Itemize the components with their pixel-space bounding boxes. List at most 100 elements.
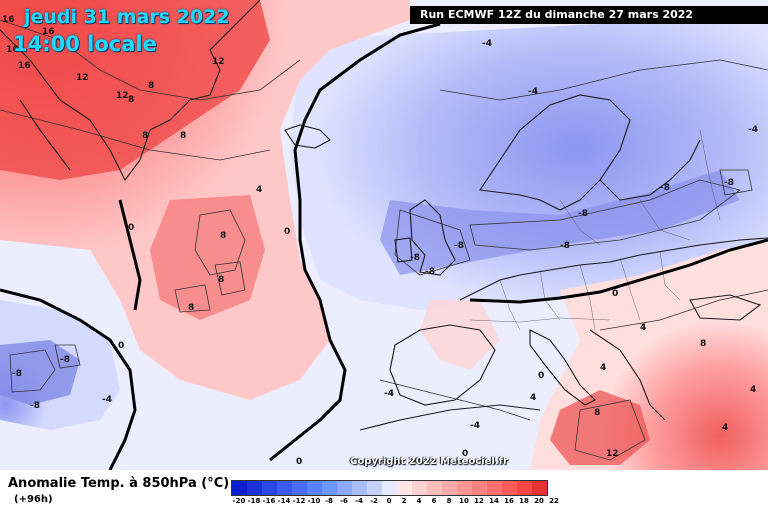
- forecast-date: jeudi 31 mars 2022: [24, 6, 230, 28]
- legend-tick-label: -20: [232, 497, 246, 505]
- contour-label: 12: [212, 57, 225, 67]
- legend-tick-label: 4: [416, 497, 422, 505]
- legend-swatch: [307, 481, 322, 495]
- forecast-time: 14:00 locale: [13, 32, 157, 56]
- contour-label: 0: [128, 223, 134, 233]
- contour-label: 16: [2, 15, 15, 25]
- legend-tick-label: 8: [446, 497, 452, 505]
- anomaly-contours: [0, 19, 768, 461]
- legend-swatch: [277, 481, 292, 495]
- legend-swatch: [397, 481, 412, 495]
- legend-tick-label: -16: [262, 497, 276, 505]
- contour-label: 8: [142, 131, 148, 141]
- lead-time: (+96h): [14, 494, 53, 505]
- contour-label: 4: [750, 385, 756, 395]
- contour-label: 0: [538, 371, 544, 381]
- model-run-info: Run ECMWF 12Z du dimanche 27 mars 2022: [410, 6, 768, 24]
- legend-tick-label: 18: [519, 497, 529, 505]
- country-borders: [469, 129, 721, 331]
- zero-contour-southwest: [0, 288, 137, 470]
- contour-label: 16: [6, 45, 19, 55]
- contour-label: -4: [470, 421, 480, 431]
- legend-swatch: [487, 481, 502, 495]
- legend-swatch: [322, 481, 337, 495]
- legend-tick-label: 0: [386, 497, 392, 505]
- legend-tick-label: -18: [247, 497, 261, 505]
- warm-core-greenland: [0, 0, 270, 180]
- legend-tick-label: 16: [504, 497, 514, 505]
- legend-swatch: [502, 481, 517, 495]
- warm-anomaly-iberia-strip: [420, 300, 500, 370]
- contour-label: -8: [410, 253, 420, 263]
- contour-label: -8: [60, 355, 70, 365]
- contour-label: -8: [578, 209, 588, 219]
- contour-label: 12: [116, 91, 129, 101]
- legend-swatch: [367, 481, 382, 495]
- cold-core-atlantic-sw: [0, 340, 80, 405]
- contour-label: -4: [528, 87, 538, 97]
- legend-swatch: [472, 481, 487, 495]
- contour-label: -8: [30, 401, 40, 411]
- legend-tick-label: 20: [534, 497, 544, 505]
- legend-swatch: [247, 481, 262, 495]
- contour-label: -4: [748, 125, 758, 135]
- contour-labels: 16 16 16 16 12 12 12 8 8 8 8 4 0 0 0 8 8…: [2, 15, 758, 467]
- legend-swatch: [532, 481, 547, 495]
- legend-tick-label: 2: [401, 497, 407, 505]
- legend-swatch: [382, 481, 397, 495]
- contour-label: 8: [180, 131, 186, 141]
- contour-label: 4: [256, 185, 262, 195]
- contour-label: 0: [462, 449, 468, 459]
- legend-tick-label: -4: [355, 497, 363, 505]
- contour-label: 8: [148, 81, 154, 91]
- contour-label: 8: [700, 339, 706, 349]
- legend-swatch: [337, 481, 352, 495]
- legend-tick-label: -12: [292, 497, 306, 505]
- legend-tick-label: -6: [340, 497, 348, 505]
- legend-tick-label: 14: [489, 497, 499, 505]
- contour-label: -8: [660, 183, 670, 193]
- contour-label: 4: [640, 323, 646, 333]
- legend-swatch: [427, 481, 442, 495]
- contour-label: 8: [188, 303, 194, 313]
- legend-tick-label: 10: [459, 497, 469, 505]
- contour-label: 16: [42, 27, 55, 37]
- legend-tick-label: -2: [370, 497, 378, 505]
- chart-title: Anomalie Temp. à 850hPa (°C): [8, 476, 230, 491]
- legend-swatch: [352, 481, 367, 495]
- legend-swatch: [457, 481, 472, 495]
- legend-tick-label: -10: [307, 497, 321, 505]
- contour-label: 0: [284, 227, 290, 237]
- coastlines: [0, 0, 768, 431]
- contour-label: 4: [530, 393, 536, 403]
- legend-tick-label: -8: [325, 497, 333, 505]
- contour-label: 4: [722, 423, 728, 433]
- legend-swatch: [232, 481, 247, 495]
- legend-swatch: [517, 481, 532, 495]
- contour-label: 8: [220, 231, 226, 241]
- zero-contour-west-atlantic: [118, 199, 142, 311]
- contour-label: -4: [482, 39, 492, 49]
- contour-label: -8: [724, 178, 734, 188]
- warm-core-atlantic: [150, 195, 265, 320]
- legend-swatch: [442, 481, 457, 495]
- contour-label: 12: [606, 449, 619, 459]
- warm-core-southeast: [550, 390, 650, 465]
- contour-label: 12: [76, 73, 89, 83]
- contour-label: -8: [12, 369, 22, 379]
- contour-label: 8: [128, 95, 134, 105]
- legend-color-bar: [231, 480, 548, 496]
- contour-label: -4: [384, 389, 394, 399]
- contour-label: 8: [594, 408, 600, 418]
- legend-tick-label: -14: [277, 497, 291, 505]
- contour-label: 0: [118, 341, 124, 351]
- legend-swatch: [292, 481, 307, 495]
- color-legend: -20 -18 -16 -14 -12 -10 -8 -6 -4 -2 0 2 4 6 8 10 12 14 16 1…: [231, 480, 571, 510]
- copyright-notice: Copyright 2022 Meteociel.fr: [350, 456, 508, 467]
- legend-swatch: [262, 481, 277, 495]
- contour-label: -8: [560, 241, 570, 251]
- temperature-anomaly-map: 16 16 16 16 12 12 12 8 8 8 8 4 0 0 0 8 8…: [0, 0, 768, 470]
- legend-tick-label: 12: [474, 497, 484, 505]
- zero-contour-east: [469, 238, 768, 304]
- legend-tick-label: 22: [549, 497, 559, 505]
